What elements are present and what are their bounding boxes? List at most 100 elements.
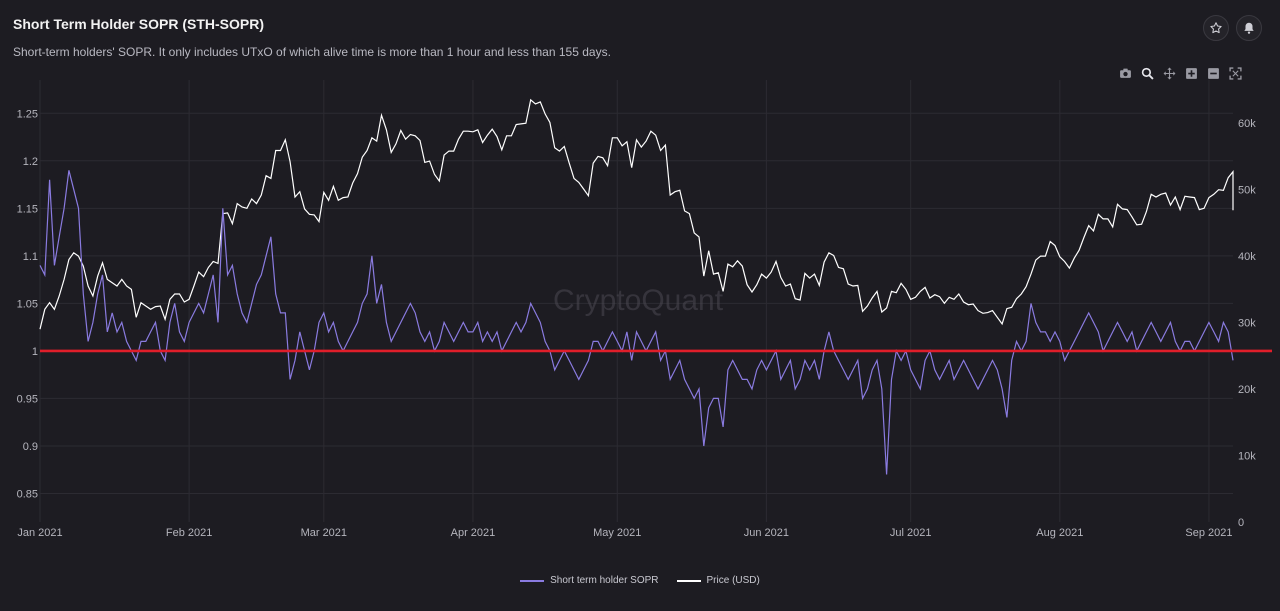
price-point xyxy=(554,147,556,149)
price-point xyxy=(1112,226,1114,228)
right-axis-tick-label: 0 xyxy=(1238,517,1244,529)
price-point xyxy=(732,266,734,268)
price-point xyxy=(861,310,863,312)
sopr-point xyxy=(1044,331,1046,333)
right-axis-tick-label: 20k xyxy=(1238,384,1256,396)
sopr-point xyxy=(1063,359,1065,361)
price-point xyxy=(655,134,657,136)
sopr-point xyxy=(602,350,604,352)
sopr-point xyxy=(299,331,301,333)
price-point xyxy=(356,173,358,175)
legend-item-price[interactable]: Price (USD) xyxy=(676,575,760,586)
price-point xyxy=(1203,207,1205,209)
legend-item-sopr[interactable]: Short term holder SOPR xyxy=(520,575,659,586)
price-point xyxy=(207,266,209,268)
sopr-point xyxy=(149,331,151,333)
price-point xyxy=(529,99,531,101)
sopr-point xyxy=(1001,388,1003,390)
sopr-point xyxy=(164,359,166,361)
sopr-point xyxy=(231,264,233,266)
sopr-point xyxy=(996,369,998,371)
sopr-point xyxy=(982,378,984,380)
sopr-point xyxy=(496,331,498,333)
price-point xyxy=(741,265,743,267)
sopr-point xyxy=(1208,321,1210,323)
price-point xyxy=(1059,256,1061,258)
sopr-point xyxy=(453,340,455,342)
price-point xyxy=(1092,230,1094,232)
x-axis-tick-label: Feb 2021 xyxy=(166,527,212,539)
zoom-button[interactable] xyxy=(1138,64,1156,82)
price-point xyxy=(366,149,368,151)
price-point xyxy=(409,133,411,135)
left-axis-tick-label: 1 xyxy=(32,346,38,358)
sopr-point xyxy=(183,340,185,342)
price-point xyxy=(1011,306,1013,308)
price-point xyxy=(885,307,887,309)
price-point xyxy=(558,150,560,152)
sopr-point xyxy=(472,331,474,333)
price-point xyxy=(948,296,950,298)
camera-button[interactable] xyxy=(1116,64,1134,82)
sopr-point xyxy=(236,293,238,295)
price-point xyxy=(578,181,580,183)
price-point xyxy=(246,207,248,209)
sopr-point xyxy=(1107,340,1109,342)
sopr-point xyxy=(308,369,310,371)
sopr-point xyxy=(443,321,445,323)
price-point xyxy=(376,140,378,142)
price-point xyxy=(784,285,786,287)
sopr-point xyxy=(741,378,743,380)
zoom-in-button[interactable] xyxy=(1182,64,1200,82)
sopr-point xyxy=(861,397,863,399)
price-point xyxy=(1107,218,1109,220)
pan-button[interactable] xyxy=(1160,64,1178,82)
sopr-point xyxy=(1174,340,1176,342)
price-point xyxy=(650,130,652,132)
sopr-point xyxy=(823,350,825,352)
sopr-point xyxy=(202,312,204,314)
sopr-point xyxy=(909,369,911,371)
sopr-point xyxy=(693,397,695,399)
alert-button[interactable] xyxy=(1236,15,1262,41)
price-point xyxy=(837,266,839,268)
sopr-point xyxy=(645,350,647,352)
legend-label-sopr: Short term holder SOPR xyxy=(550,575,659,586)
sopr-point xyxy=(520,331,522,333)
sopr-point xyxy=(703,445,705,447)
price-point xyxy=(101,262,103,264)
sopr-point xyxy=(106,331,108,333)
price-point xyxy=(1189,196,1191,198)
price-point xyxy=(871,297,873,299)
favorite-button[interactable] xyxy=(1203,15,1229,41)
price-point xyxy=(640,146,642,148)
price-point xyxy=(198,271,200,273)
sopr-point xyxy=(573,369,575,371)
price-point xyxy=(1150,193,1152,195)
sopr-point xyxy=(1121,331,1123,333)
sopr-point xyxy=(1102,350,1104,352)
sopr-point xyxy=(871,369,873,371)
sopr-point xyxy=(1150,321,1152,323)
autoscale-button[interactable] xyxy=(1226,64,1244,82)
sopr-point xyxy=(68,169,70,171)
x-axis-tick-label: May 2021 xyxy=(593,527,641,539)
price-point xyxy=(501,149,503,151)
sopr-point xyxy=(780,378,782,380)
price-point xyxy=(453,150,455,152)
sopr-point xyxy=(1006,416,1008,418)
right-y-axis: 0 10k 20k 30k 40k 50k 60k xyxy=(1238,118,1256,529)
sopr-point xyxy=(938,378,940,380)
zoom-out-button[interactable] xyxy=(1204,64,1222,82)
price-point xyxy=(621,145,623,147)
sopr-point xyxy=(97,293,99,295)
price-point xyxy=(462,130,464,132)
price-point xyxy=(1198,208,1200,210)
pan-icon xyxy=(1163,67,1175,79)
sopr-point xyxy=(376,302,378,304)
sopr-point xyxy=(284,312,286,314)
price-point xyxy=(789,283,791,285)
watermark: CryptoQuant xyxy=(553,284,724,317)
price-point xyxy=(549,121,551,123)
